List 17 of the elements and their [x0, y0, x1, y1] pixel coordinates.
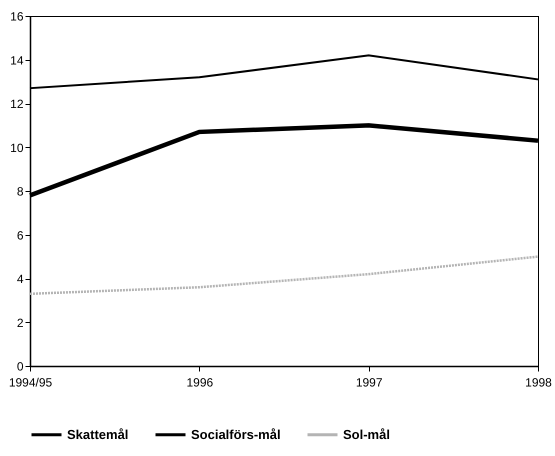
y-tick-label: 16 — [10, 10, 24, 24]
y-tick-label: 4 — [16, 272, 24, 286]
x-tick-label: 1997 — [356, 376, 383, 390]
y-tick-label: 6 — [16, 228, 24, 242]
y-tick-label: 0 — [16, 360, 24, 374]
legend-label: Sol-mål — [343, 426, 390, 442]
y-tick-label: 10 — [10, 140, 24, 155]
y-tick-label: 2 — [16, 316, 24, 330]
legend-label: Socialförs-mål — [191, 426, 281, 442]
y-tick-label: 12 — [10, 97, 24, 111]
legend-label: Skattemål — [67, 426, 128, 442]
y-tick-label: 8 — [16, 184, 24, 198]
x-tick-label: 1998 — [525, 376, 552, 390]
y-tick-label: 14 — [10, 53, 24, 68]
x-tick-label: 1996 — [186, 376, 214, 390]
x-tick-label: 1994/95 — [8, 376, 53, 390]
line-series — [28, 255, 540, 296]
